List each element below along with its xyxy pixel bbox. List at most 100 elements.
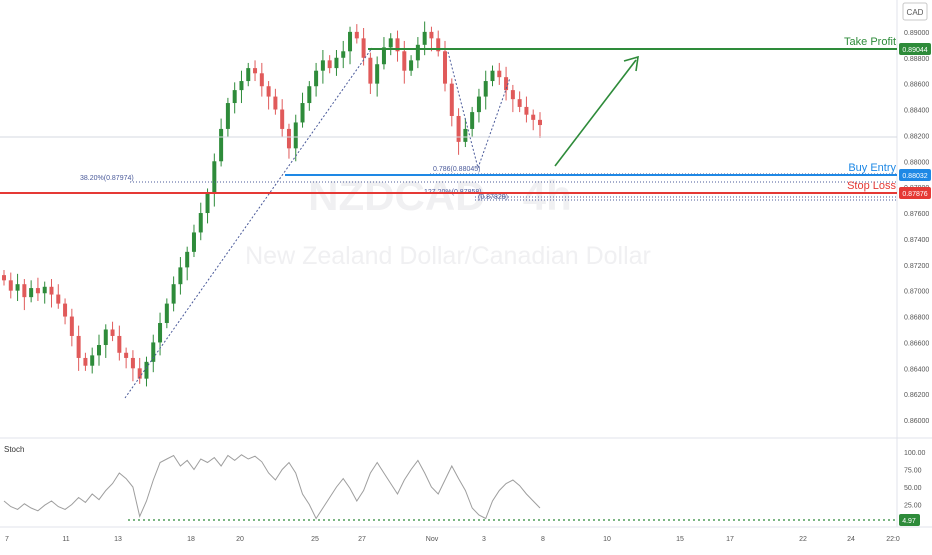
candle-body bbox=[300, 103, 305, 123]
candle-body bbox=[307, 86, 312, 104]
stoch-title: Stoch bbox=[4, 445, 24, 454]
candle-body bbox=[524, 106, 529, 115]
candle-body bbox=[476, 96, 481, 113]
candles bbox=[2, 21, 542, 387]
take-profit-price: 0.89044 bbox=[902, 47, 927, 54]
time-tick-label: 15 bbox=[676, 536, 684, 543]
time-tick-label: 20 bbox=[236, 536, 244, 543]
candle-body bbox=[49, 286, 54, 295]
candle-body bbox=[504, 77, 509, 91]
candle-body bbox=[266, 86, 271, 97]
candle-body bbox=[463, 128, 468, 142]
candle-body bbox=[497, 70, 502, 78]
fib-786-label: 0.786(0.88045) bbox=[433, 166, 480, 173]
time-tick-label: 22 bbox=[799, 536, 807, 543]
time-tick-label: 8 bbox=[541, 536, 545, 543]
currency-badge-label: CAD bbox=[907, 8, 924, 17]
time-tick-label: 25 bbox=[311, 536, 319, 543]
stop-loss-price: 0.87876 bbox=[902, 191, 927, 198]
time-tick-label: Nov bbox=[426, 536, 439, 543]
candle-body bbox=[354, 31, 359, 39]
candle-body bbox=[239, 81, 244, 91]
candle-body bbox=[517, 99, 522, 107]
price-tick-label: 0.87400 bbox=[904, 237, 929, 244]
candle-body bbox=[42, 286, 47, 294]
candle-body bbox=[69, 316, 74, 336]
stoch-line bbox=[3, 454, 541, 520]
candle-body bbox=[56, 294, 61, 304]
candle-body bbox=[137, 368, 142, 379]
candle-body bbox=[456, 115, 461, 142]
price-tick-label: 0.86800 bbox=[904, 315, 929, 322]
take-profit-label: Take Profit bbox=[844, 36, 896, 48]
candle-body bbox=[320, 60, 325, 71]
time-tick-label: 22:0 bbox=[886, 536, 900, 543]
candle-body bbox=[483, 81, 488, 97]
stoch-tick-label: 100.00 bbox=[904, 450, 926, 457]
candle-body bbox=[151, 342, 156, 362]
buy-entry-price-tag bbox=[899, 169, 931, 181]
price-tick-label: 0.86000 bbox=[904, 418, 929, 425]
candle-body bbox=[22, 284, 27, 298]
candle-body bbox=[490, 70, 495, 82]
candle-body bbox=[375, 64, 380, 84]
candle-body bbox=[388, 38, 393, 48]
candle-body bbox=[470, 112, 475, 129]
price-tick-label: 0.88400 bbox=[904, 108, 929, 115]
buy-entry-label: Buy Entry bbox=[848, 162, 896, 174]
stoch-last-tag bbox=[899, 514, 920, 526]
buy-entry-price: 0.88032 bbox=[902, 173, 927, 180]
time-tick-label: 13 bbox=[114, 536, 122, 543]
price-axis: 0.89000 0.88800 0.88600 0.88400 0.88200 0.880… bbox=[904, 30, 929, 425]
candle-body bbox=[178, 267, 183, 285]
time-tick-label: 17 bbox=[726, 536, 734, 543]
price-tick-label: 0.86400 bbox=[904, 366, 929, 373]
price-tick-label: 0.87000 bbox=[904, 289, 929, 296]
candle-body bbox=[402, 51, 407, 71]
price-tick-label: 0.88600 bbox=[904, 82, 929, 89]
candle-body bbox=[259, 73, 264, 87]
candle-body bbox=[35, 288, 40, 294]
candle-body bbox=[341, 51, 346, 58]
candle-body bbox=[232, 90, 237, 104]
stop-loss-label: Stop Loss bbox=[847, 180, 896, 192]
price-tick-label: 0.87600 bbox=[904, 211, 929, 218]
candle-body bbox=[293, 122, 298, 149]
candle-body bbox=[225, 103, 230, 129]
stoch-tick-label: 75.00 bbox=[904, 468, 922, 475]
candle-body bbox=[348, 31, 353, 52]
projection-arrow[interactable] bbox=[554, 59, 637, 167]
candle-body bbox=[415, 44, 420, 61]
candle-body bbox=[422, 31, 427, 45]
currency-badge[interactable] bbox=[902, 2, 928, 21]
time-tick-label: 27 bbox=[358, 536, 366, 543]
candle-body bbox=[361, 38, 366, 58]
candle-body bbox=[327, 60, 332, 69]
watermark-name: New Zealand Dollar/Canadian Dollar bbox=[245, 242, 651, 270]
candle-body bbox=[191, 232, 196, 252]
stoch-tick-label: 50.00 bbox=[904, 485, 922, 492]
take-profit-price-tag bbox=[899, 43, 931, 55]
time-tick-label: 11 bbox=[62, 536, 69, 543]
candle-body bbox=[158, 323, 163, 343]
candle-body bbox=[130, 357, 135, 369]
candle-body bbox=[76, 335, 81, 358]
fib-trend-line[interactable] bbox=[124, 47, 373, 399]
candle-body bbox=[409, 60, 414, 71]
candle-body bbox=[212, 161, 217, 194]
stoch-tick-label: 25.00 bbox=[904, 503, 922, 510]
candle-body bbox=[286, 128, 291, 149]
candle-body bbox=[198, 213, 203, 233]
stoch-last-value: 4.97 bbox=[902, 518, 916, 525]
time-axis: 7 11 13 18 20 25 27 Nov 3 8 10 15 17 22 24 22:0 bbox=[5, 536, 900, 543]
candle-body bbox=[273, 96, 278, 110]
fib-1272-label-b: (0.87829) bbox=[478, 194, 508, 201]
candle-body bbox=[443, 51, 448, 84]
candle-body bbox=[90, 355, 95, 366]
candle-body bbox=[8, 280, 13, 291]
candle-body bbox=[83, 357, 88, 366]
candle-body bbox=[103, 329, 108, 346]
time-tick-label: 18 bbox=[187, 536, 195, 543]
fib-extension-line[interactable] bbox=[477, 77, 511, 169]
